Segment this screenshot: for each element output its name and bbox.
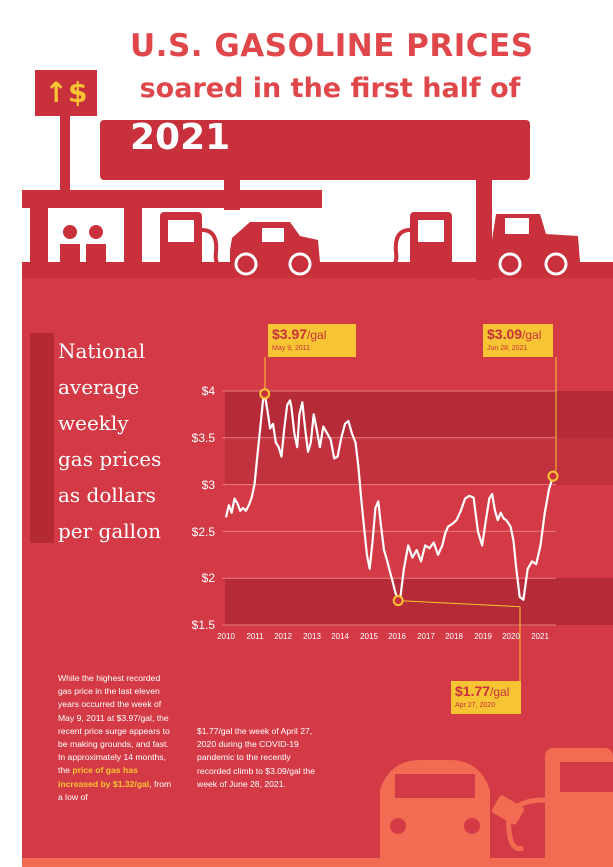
callout-high-value: $3.97 — [272, 326, 308, 342]
callout-low-unit: /gal — [490, 685, 510, 699]
y-tick-label: $2 — [201, 571, 215, 585]
body-text-right: $1.77/gal the week of April 27, 2020 dur… — [197, 726, 315, 789]
x-tick-label: 2018 — [445, 632, 463, 641]
title-line-2: soared in the first half of — [139, 73, 521, 104]
x-tick-label: 2020 — [502, 632, 520, 641]
callout-current-date: Jun 28, 2021 — [487, 345, 528, 352]
x-tick-label: 2016 — [388, 632, 406, 641]
body-text-highlight: price of gas has increased by $1.32/gal — [58, 765, 150, 789]
callout-high-unit: /gal — [307, 328, 327, 342]
callout-low-date: Apr 27, 2020 — [455, 702, 496, 709]
price-up-sign-icon: ↑$ — [35, 70, 97, 116]
callout-low-value: $1.77 — [455, 683, 491, 699]
x-tick-label: 2010 — [217, 632, 235, 641]
sign-label: ↑$ — [44, 76, 88, 109]
x-tick-label: 2017 — [417, 632, 435, 641]
gas-station-illustration — [22, 105, 613, 280]
body-text-left: While the highest recorded gas price in … — [58, 672, 176, 804]
band-top — [225, 391, 613, 438]
x-tick-label: 2014 — [331, 632, 349, 641]
y-tick-label: $2.5 — [191, 525, 215, 539]
callout-current: $3.09/gal Jun 28, 2021 — [483, 324, 553, 357]
marker-low — [392, 595, 404, 607]
description-line: per gallon — [58, 519, 161, 543]
x-tick-label: 2021 — [531, 632, 549, 641]
description-line: average — [58, 375, 140, 399]
y-tick-label: $4 — [201, 384, 215, 398]
title-line-1: U.S. GASOLINE PRICES — [130, 28, 534, 64]
callout-high: $3.97/gal May 9, 2011 — [268, 324, 356, 357]
title-year: 2021 — [130, 117, 231, 158]
chart-gridlines — [222, 390, 556, 626]
callout-current-unit: /gal — [522, 328, 542, 342]
x-tick-label: 2019 — [474, 632, 492, 641]
marker-current — [547, 470, 559, 482]
x-tick-label: 2011 — [246, 632, 264, 641]
body-text-left-end: , from a low of — [58, 778, 172, 802]
callout-high-date: May 9, 2011 — [272, 345, 311, 352]
y-tick-label: $3 — [201, 478, 215, 492]
body-text-left-intro: While the highest recorded gas price in … — [58, 673, 170, 776]
callout-markers — [259, 388, 559, 607]
description-line: as dollars — [58, 483, 156, 507]
description-line: weekly — [58, 411, 129, 435]
bottom-car-illustration — [22, 748, 613, 867]
x-tick-label: 2015 — [360, 632, 378, 641]
leader-line — [398, 600, 521, 681]
x-tick-label: 2012 — [274, 632, 292, 641]
y-tick-label: $1.5 — [191, 618, 215, 632]
y-tick-label: $3.5 — [191, 431, 215, 445]
callout-current-value: $3.09 — [487, 326, 523, 342]
chart-description: National average weekly gas prices as do… — [58, 333, 208, 549]
marker-high — [259, 388, 271, 400]
main-panel — [22, 276, 613, 867]
x-tick-label: 2013 — [303, 632, 321, 641]
band-right-top — [556, 391, 613, 421]
legend-accent-bar — [30, 333, 54, 543]
description-line: gas prices — [58, 447, 162, 471]
callout-low: $1.77/gal Apr 27, 2020 — [451, 681, 521, 714]
description-line: National — [58, 339, 146, 363]
price-line — [224, 392, 555, 602]
